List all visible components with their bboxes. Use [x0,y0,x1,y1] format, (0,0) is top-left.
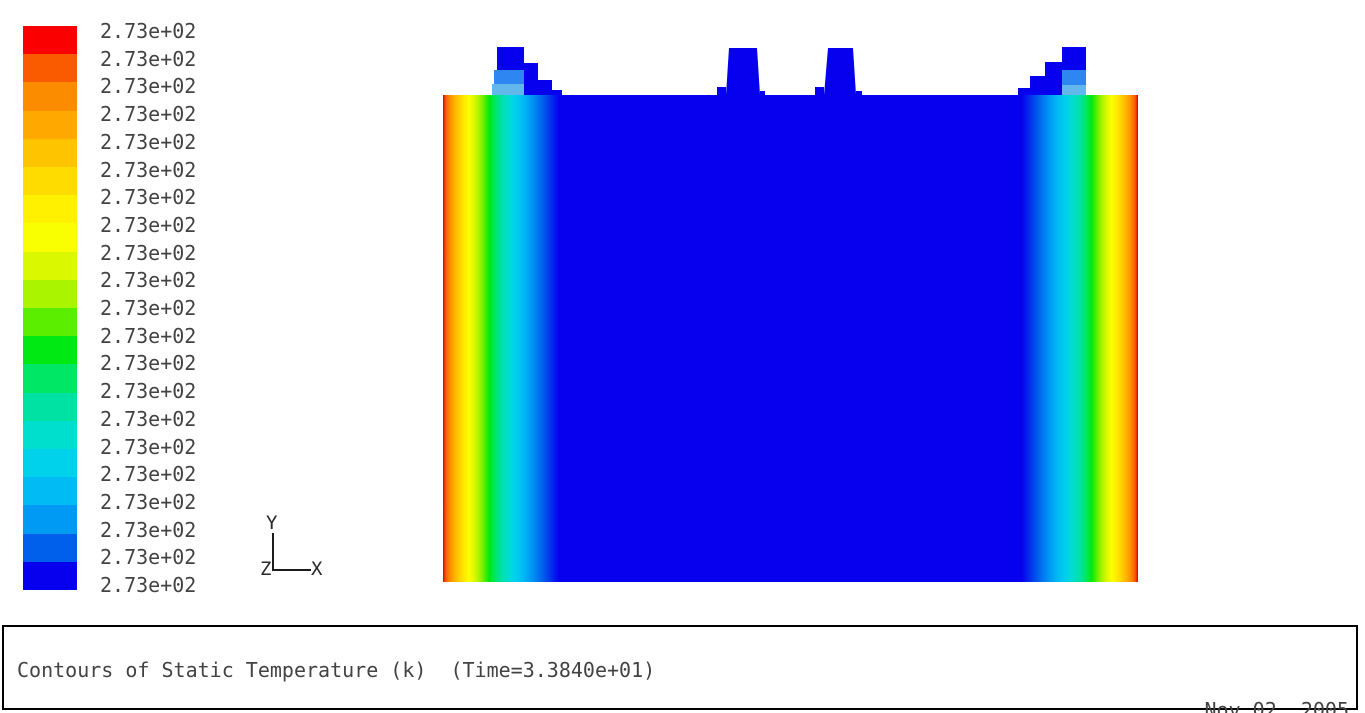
contour-step-block [1062,47,1086,70]
colorbar-swatch [23,195,77,224]
contour-step-shade [492,84,532,95]
contour-step-block [497,47,524,70]
colorbar-label: 2.73e+02 [100,19,197,43]
contour-step-block [1030,76,1045,95]
contour-tab-foot [760,91,765,95]
caption-title: Contours of Static Temperature (k) (Time… [17,658,656,682]
contour-tab [726,48,760,95]
contour-step-block [1045,62,1062,95]
contour-step-block [552,90,562,95]
colorbar-label: 2.73e+02 [100,573,197,597]
contour-step-shade [494,70,526,84]
colorbar-label: 2.73e+02 [100,74,197,99]
colorbar-label: 2.73e+02 [100,240,197,265]
caption-right-block: Nov 02, 2005 FLUENT 6.3 (3d, pbns, lam, … [916,653,1350,713]
left-wall-temperature-gradient [443,95,559,582]
z-axis-label: Z [260,558,272,580]
colorbar-swatch [23,477,77,506]
colorbar-swatch [23,26,77,55]
contour-tab [824,48,856,95]
colorbar-swatch [23,167,77,196]
contour-step-block [524,63,538,95]
colorbar-label: 2.73e+02 [100,462,197,487]
colorbar-label: 2.73e+02 [100,212,197,237]
colorbar-label: 2.73e+02 [100,351,197,376]
colorbar-swatch [23,392,77,421]
colorbar-label: 2.73e+02 [100,323,197,348]
colorbar-swatch [23,110,77,139]
colorbar-label: 2.73e+02 [100,406,197,431]
caption-date: Nov 02, 2005 [1204,698,1350,713]
colorbar-label: 2.73e+02 [100,268,197,293]
colorbar-swatch [23,336,77,365]
contour-tab-foot [717,87,726,95]
colorbar-label: 2.73e+02 [100,157,197,182]
colorbar-label: 2.73e+02 [100,296,197,320]
x-axis-label: X [311,558,323,580]
colorbar-swatch [23,54,77,83]
right-wall-temperature-gradient [1022,95,1138,582]
colorbar-label: 2.73e+02 [100,434,197,459]
colorbar-label: 2.73e+02 [100,185,197,210]
contour-step-block [1018,88,1030,95]
colorbar-label: 2.73e+02 [100,129,197,154]
contour-step-shade [1060,70,1086,85]
colorbar-label: 2.73e+02 [100,46,197,71]
colorbar-swatch [23,364,77,393]
colorbar-swatch [23,449,77,478]
colorbar-label: 2.73e+02 [100,102,197,127]
colorbar-swatch [23,561,77,591]
colorbar-label: 2.73e+02 [100,489,197,514]
caption-bar: Contours of Static Temperature (k) (Time… [2,625,1358,713]
colorbar-label: 2.73e+02 [100,379,197,404]
contour-tab-foot [815,87,824,95]
colorbar-swatch [23,251,77,280]
colorbar-swatch [23,505,77,534]
colorbar-swatch [23,533,77,562]
x-axis-line [273,569,311,571]
colorbar-swatch [23,308,77,337]
colorbar-swatch [23,138,77,168]
contour-tab-foot [856,91,862,95]
contour-step-shade [1054,85,1086,95]
colorbar-label: 2.73e+02 [100,517,197,542]
colorbar-swatch [23,279,77,309]
y-axis-label: Y [266,512,278,534]
contour-step-block [538,80,552,95]
colorbar-label: 2.73e+02 [100,545,197,570]
colorbar-swatch [23,82,77,111]
colorbar-swatch [23,223,77,252]
y-axis-line [272,533,274,571]
colorbar-swatch [23,420,77,450]
